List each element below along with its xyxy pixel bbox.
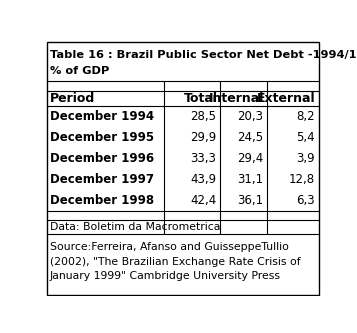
Text: External: External xyxy=(257,92,316,105)
Text: 43,9: 43,9 xyxy=(190,173,216,186)
Text: 5,4: 5,4 xyxy=(297,131,315,144)
Text: Source:Ferreira, Afanso and GuisseppeTullio: Source:Ferreira, Afanso and GuisseppeTul… xyxy=(50,242,288,252)
Text: 12,8: 12,8 xyxy=(289,173,315,186)
Text: 6,3: 6,3 xyxy=(297,194,315,207)
Text: Data: Boletim da Macrometrica: Data: Boletim da Macrometrica xyxy=(50,222,220,232)
Text: January 1999" Cambridge University Press: January 1999" Cambridge University Press xyxy=(50,271,281,281)
Text: December 1994: December 1994 xyxy=(50,110,154,123)
Text: Internal: Internal xyxy=(209,92,265,105)
Text: 8,2: 8,2 xyxy=(297,110,315,123)
Text: 24,5: 24,5 xyxy=(237,131,263,144)
Text: 29,9: 29,9 xyxy=(190,131,216,144)
Text: % of GDP: % of GDP xyxy=(50,66,109,76)
Text: 29,4: 29,4 xyxy=(237,152,263,165)
Text: December 1995: December 1995 xyxy=(50,131,154,144)
Text: 20,3: 20,3 xyxy=(237,110,263,123)
Text: December 1997: December 1997 xyxy=(50,173,154,186)
Text: December 1996: December 1996 xyxy=(50,152,154,165)
Text: (2002), "The Brazilian Exchange Rate Crisis of: (2002), "The Brazilian Exchange Rate Cri… xyxy=(50,257,300,267)
Text: Period: Period xyxy=(50,92,95,105)
Text: 28,5: 28,5 xyxy=(190,110,216,123)
Text: Table 16 : Brazil Public Sector Net Debt -1994/1998: Table 16 : Brazil Public Sector Net Debt… xyxy=(50,50,357,60)
Text: 31,1: 31,1 xyxy=(237,173,263,186)
Text: 33,3: 33,3 xyxy=(190,152,216,165)
Text: Total: Total xyxy=(183,92,217,105)
Text: 3,9: 3,9 xyxy=(297,152,315,165)
Text: 42,4: 42,4 xyxy=(190,194,216,207)
Text: December 1998: December 1998 xyxy=(50,194,154,207)
Text: 36,1: 36,1 xyxy=(237,194,263,207)
